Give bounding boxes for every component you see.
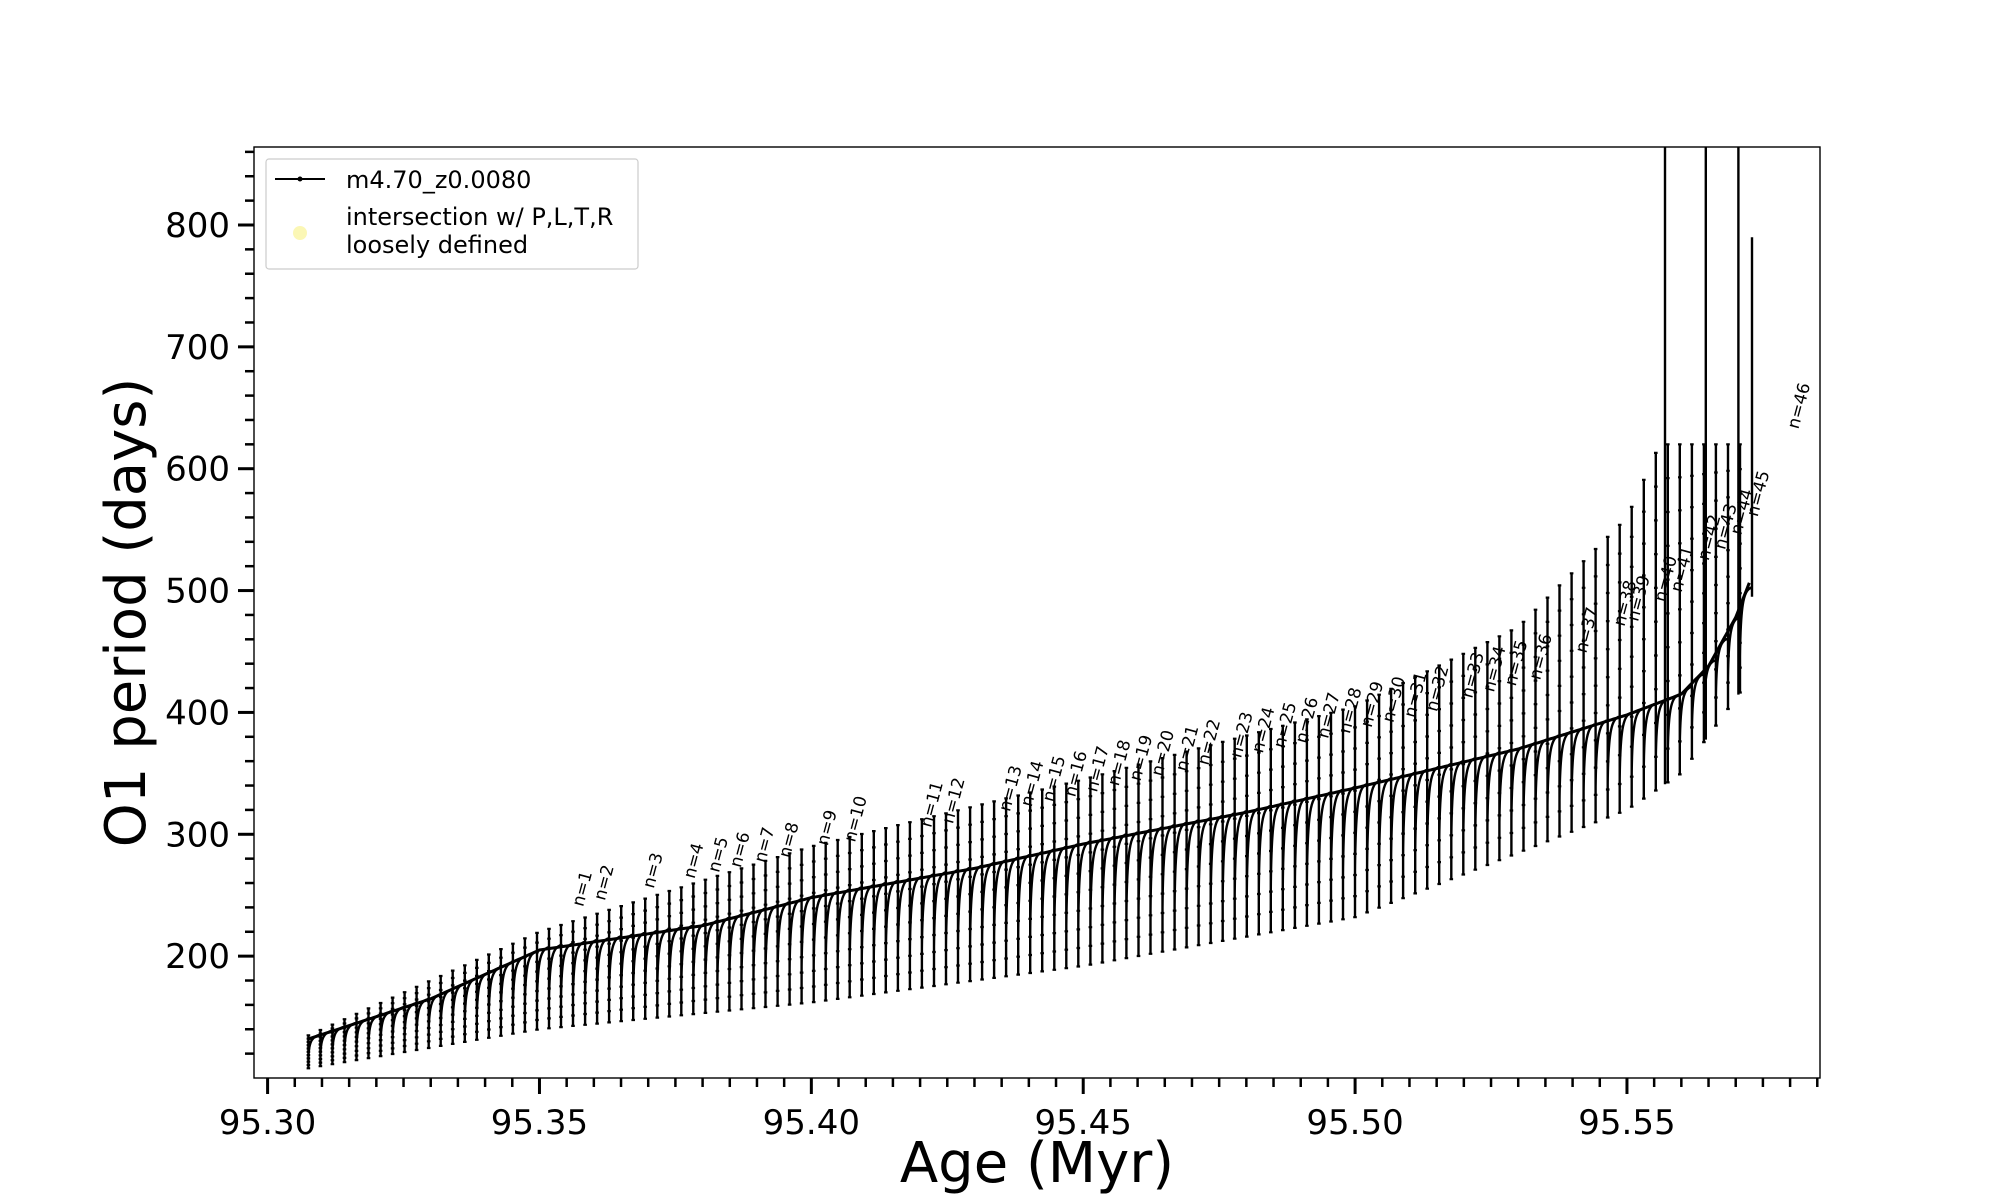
y-tick-label: 700 bbox=[165, 328, 230, 368]
y-axis: 200 300 400 500 600 700 800 bbox=[165, 150, 254, 1055]
legend-dot-marker bbox=[297, 176, 303, 182]
legend-entry-intersection-line2: loosely defined bbox=[346, 231, 528, 259]
legend-entry-intersection-line1: intersection w/ P,L,T,R bbox=[346, 203, 613, 231]
x-tick-label: 95.40 bbox=[763, 1103, 860, 1143]
x-tick-label: 95.35 bbox=[491, 1103, 588, 1143]
y-tick-label: 200 bbox=[165, 937, 230, 977]
x-tick-label: 95.30 bbox=[219, 1103, 316, 1143]
x-tick-label: 95.55 bbox=[1578, 1103, 1675, 1143]
y-axis-title: O1 period (days) bbox=[94, 378, 159, 848]
y-tick-label: 800 bbox=[165, 206, 230, 246]
x-tick-label: 95.45 bbox=[1035, 1103, 1132, 1143]
legend: m4.70_z0.0080 intersection w/ P,L,T,R lo… bbox=[265, 158, 639, 270]
y-tick-label: 600 bbox=[165, 450, 230, 490]
legend-entry-series: m4.70_z0.0080 bbox=[346, 166, 531, 194]
x-axis: 95.30 95.35 95.40 95.45 95.50 95.55 bbox=[219, 1078, 1819, 1143]
series-envelope bbox=[307, 582, 1751, 1041]
series-layer bbox=[306, 147, 1754, 1070]
legend-box bbox=[265, 158, 639, 270]
y-tick-label: 300 bbox=[165, 815, 230, 855]
y-tick-label: 400 bbox=[165, 693, 230, 733]
plot-area-frame bbox=[253, 146, 1821, 1079]
series-points-m4.70_z0.0080 bbox=[306, 443, 1742, 1070]
x-axis-title: Age (Myr) bbox=[900, 1131, 1174, 1196]
x-tick-label: 95.50 bbox=[1306, 1103, 1403, 1143]
legend-circle-marker bbox=[293, 226, 307, 240]
y-tick-label: 500 bbox=[165, 572, 230, 612]
annotation-layer: n=1n=2 n=3 n=4n=5n=6n=7n=8 n=9n=10 n=11n=12 n… bbox=[568, 381, 1815, 909]
